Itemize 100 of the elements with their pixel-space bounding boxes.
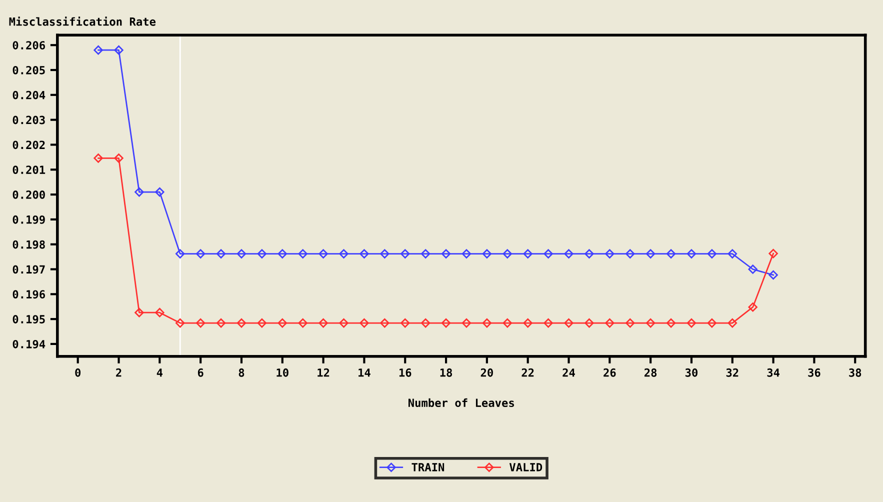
point [707,318,717,328]
point [605,249,614,258]
point [360,318,369,328]
point [298,249,308,258]
point [625,318,635,328]
point [564,249,574,258]
point [564,318,574,328]
x-tick-label: 28 [644,368,657,377]
point [278,249,288,258]
point [666,249,676,258]
point [544,249,553,258]
y-tick-label: 0.204 [12,90,46,100]
x-tick-label: 20 [480,368,493,377]
y-tick-label: 0.194 [12,340,46,348]
point [400,318,410,328]
point [605,318,614,328]
point [175,318,185,328]
y-tick-label: 0.206 [12,41,45,50]
point [707,249,717,258]
point [298,318,308,328]
x-tick-label: 22 [522,368,534,377]
y-tick-label: 0.203 [12,116,45,124]
y-tick-label: 0.201 [12,166,46,174]
point [318,249,328,258]
point [728,318,738,328]
x-tick-label: 8 [238,368,244,377]
y-tick-label: 0.197 [12,265,45,274]
point [646,318,656,328]
point [257,318,267,328]
point [441,249,451,258]
point [360,249,369,258]
point [646,249,656,258]
point [482,249,492,258]
point [380,318,390,328]
point [420,249,430,258]
x-tick-label: 30 [685,368,698,377]
point [420,318,430,328]
point [441,318,451,328]
x-tick-label: 38 [849,368,862,377]
point [216,249,226,258]
point [584,318,594,328]
point [196,249,206,258]
x-tick-label: 4 [156,368,163,377]
y-tick-label: 0.196 [12,290,45,299]
point [502,249,512,258]
point [94,45,103,55]
x-tick-label: 32 [726,368,738,377]
point [155,187,164,197]
legend-label: TRAIN [412,463,444,472]
point [400,249,410,258]
x-tick-label: 10 [276,368,288,377]
point [216,318,226,328]
point [462,318,472,328]
y-tick-label: 0.195 [12,315,45,324]
point [523,318,532,328]
x-tick-label: 6 [198,368,204,377]
legend-label: VALID [509,463,542,472]
point [768,248,778,258]
point [584,249,594,258]
point [175,249,185,258]
x-tick-label: 26 [604,368,616,377]
point [625,249,635,258]
point [155,308,164,318]
point [257,249,267,258]
point [768,270,778,280]
point [686,249,696,258]
y-tick-label: 0.200 [12,190,45,199]
point [686,318,696,328]
point [94,154,103,163]
point [114,154,124,163]
y-tick-label: 0.198 [12,240,45,249]
y-tick-label: 0.205 [12,66,45,74]
point [482,318,492,328]
x-tick-label: 18 [440,368,452,377]
point [196,318,206,328]
y-axis-title: Misclassification Rate [9,16,156,26]
point [523,249,532,258]
point [134,187,144,197]
x-tick-label: 34 [767,368,780,377]
x-tick-label: 24 [562,368,575,377]
point [236,249,246,258]
point [339,318,348,328]
x-axis-title: Number of Leaves [408,398,514,408]
point [728,249,738,258]
y-tick-label: 0.202 [12,140,45,150]
point [318,318,328,328]
point [380,249,390,258]
y-tick-label: 0.199 [12,215,45,224]
point [502,318,512,328]
x-tick-label: 16 [399,368,412,377]
point [236,318,246,328]
point [748,302,758,312]
point [462,249,472,258]
x-tick-label: 14 [358,368,370,377]
point [114,45,124,55]
x-tick-label: 36 [808,368,820,377]
point [339,249,348,258]
point [544,318,553,328]
point [278,318,288,328]
point [134,308,144,318]
